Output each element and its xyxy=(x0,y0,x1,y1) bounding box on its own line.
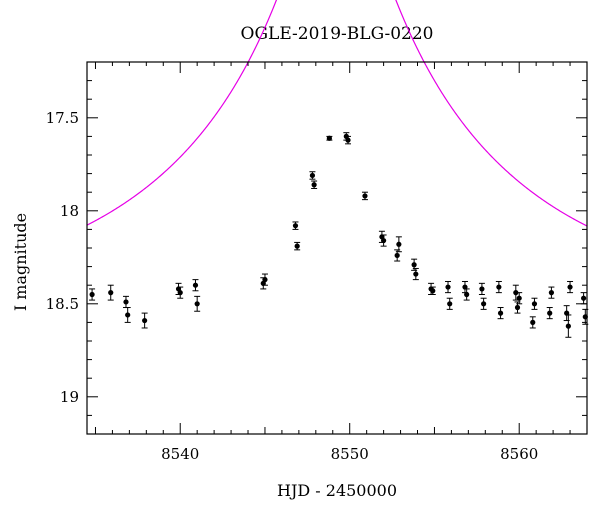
point-marker xyxy=(445,284,451,290)
point-marker xyxy=(89,291,95,298)
data-point xyxy=(512,284,519,301)
point-marker xyxy=(496,284,502,290)
data-point xyxy=(412,267,419,281)
data-point xyxy=(361,191,368,201)
plot-frame xyxy=(86,61,588,435)
data-point xyxy=(326,135,333,141)
data-point xyxy=(194,295,201,312)
point-marker xyxy=(177,290,183,296)
point-marker xyxy=(547,310,553,316)
point-marker xyxy=(567,284,573,290)
data-point xyxy=(445,280,452,294)
data-point xyxy=(309,171,316,180)
data-point xyxy=(294,241,301,251)
point-marker xyxy=(513,290,519,296)
point-marker xyxy=(292,223,299,229)
data-point xyxy=(261,273,268,286)
point-marker xyxy=(548,290,555,296)
data-point xyxy=(345,135,352,145)
data-point xyxy=(497,307,504,320)
y-tick-label: 19 xyxy=(60,388,79,406)
point-marker xyxy=(194,301,200,307)
point-marker xyxy=(581,295,587,301)
x-tick-label: 8540 xyxy=(161,445,199,463)
point-marker xyxy=(514,304,521,311)
point-marker xyxy=(462,284,468,290)
point-marker xyxy=(411,262,417,268)
data-points xyxy=(89,132,589,338)
data-point xyxy=(122,295,129,309)
point-marker xyxy=(108,290,114,296)
point-marker xyxy=(464,291,470,298)
data-point xyxy=(546,307,553,320)
data-point xyxy=(446,297,453,310)
data-point xyxy=(380,234,387,247)
data-point xyxy=(463,288,470,301)
point-marker xyxy=(309,172,316,179)
model-curve xyxy=(86,0,588,227)
data-point xyxy=(516,292,523,305)
y-tick-label: 18 xyxy=(60,202,79,220)
point-marker xyxy=(565,323,571,329)
data-point xyxy=(478,282,485,295)
data-point xyxy=(177,286,184,299)
data-point xyxy=(107,284,114,301)
point-marker xyxy=(394,252,400,259)
point-marker xyxy=(516,295,522,301)
y-axis-label: I magnitude xyxy=(11,213,30,311)
data-point xyxy=(531,297,538,310)
data-point xyxy=(548,286,555,299)
data-point xyxy=(192,279,199,292)
data-point xyxy=(580,292,587,305)
point-marker xyxy=(497,310,504,316)
data-point xyxy=(529,316,536,329)
axes: 8540 8550 8560 17.5 18 18.5 19 xyxy=(46,61,588,463)
data-point xyxy=(495,280,502,294)
data-point xyxy=(395,236,402,253)
data-point xyxy=(124,307,131,323)
y-tick-label: 17.5 xyxy=(46,109,79,127)
x-axis-label: HJD - 2450000 xyxy=(277,481,397,500)
data-point xyxy=(141,312,148,329)
data-point xyxy=(565,314,572,338)
data-point xyxy=(480,297,487,310)
point-marker xyxy=(413,271,419,277)
point-marker xyxy=(142,317,148,324)
data-point xyxy=(89,288,96,301)
point-marker xyxy=(326,135,332,141)
point-marker xyxy=(430,288,436,294)
point-marker xyxy=(530,319,536,325)
data-point xyxy=(429,286,436,295)
point-marker xyxy=(481,301,487,307)
point-marker xyxy=(362,193,368,199)
data-point xyxy=(563,305,570,322)
point-marker xyxy=(381,237,387,244)
data-point xyxy=(567,280,574,294)
point-marker xyxy=(564,310,570,316)
point-marker xyxy=(479,286,485,292)
x-tick-label: 8550 xyxy=(331,445,369,463)
point-marker xyxy=(396,241,402,247)
plot-area xyxy=(86,0,589,338)
point-marker xyxy=(262,277,268,283)
data-point xyxy=(292,221,299,230)
y-tick-label: 18.5 xyxy=(46,295,79,313)
point-marker xyxy=(192,282,199,288)
data-point xyxy=(311,180,318,189)
point-marker xyxy=(531,301,538,307)
point-marker xyxy=(123,299,129,305)
chart-title: OGLE-2019-BLG-0220 xyxy=(241,24,434,44)
point-marker xyxy=(345,137,351,143)
point-marker xyxy=(125,312,131,318)
point-marker xyxy=(447,301,453,307)
point-marker xyxy=(311,182,317,188)
data-point xyxy=(411,258,418,271)
x-tick-label: 8560 xyxy=(500,445,538,463)
point-marker xyxy=(294,243,300,249)
